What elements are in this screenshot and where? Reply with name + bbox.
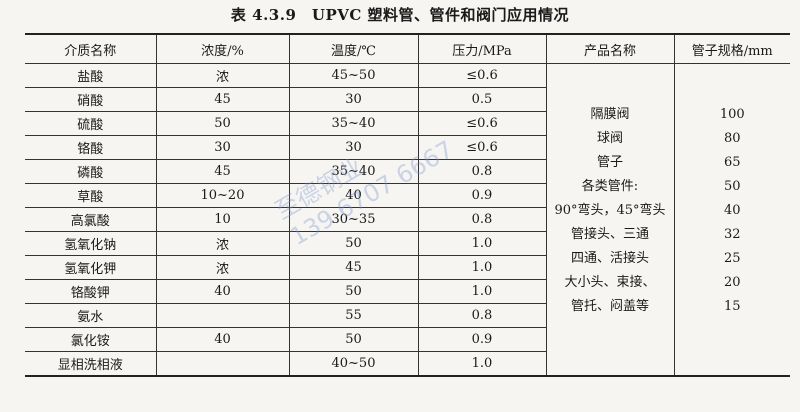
header-temperature: 温度/℃ — [288, 33, 419, 64]
cell-medium: 氢氧化钠 — [25, 231, 157, 256]
cell-temperature: 50 — [288, 279, 419, 304]
table-row: 盐酸浓 45~50 ≤0.6 隔膜阀 球阀 管子 各类管件: 90°弯头，45°弯头 管接头、三… — [25, 63, 790, 377]
cell-temperature: 50 — [288, 327, 419, 352]
table-row: 氢氧化钾浓 45 1.0 — [25, 255, 790, 280]
product-item: 管托、闷盖等 — [570, 299, 649, 314]
upvc-application-table: 介质名称 浓度/% 温度/℃ 压力/MPa 产品名称 管子规格/mm 盐酸浓 45… — [25, 33, 790, 377]
cell-concentration: 40 — [155, 327, 290, 352]
pipe-size-item: 100 — [719, 107, 745, 122]
table-row: 铬酸 30 30 ≤0.6 — [25, 135, 790, 160]
cell-temperature: 45 — [288, 255, 419, 280]
header-row: 介质名称 浓度/% 温度/℃ 压力/MPa 产品名称 管子规格/mm — [25, 33, 790, 64]
cell-pressure: 1.0 — [417, 351, 546, 377]
cell-temperature: 30 — [288, 135, 419, 160]
cell-concentration: 10~20 — [155, 183, 290, 208]
cell-pressure: 0.9 — [417, 327, 546, 352]
cell-temperature: 35~40 — [288, 159, 419, 184]
header-concentration: 浓度/% — [155, 33, 290, 64]
product-item: 大小头、束接、 — [564, 275, 656, 290]
product-item: 管接头、三通 — [570, 227, 649, 242]
cell-pressure: 0.9 — [417, 183, 546, 208]
cell-pressure: 0.8 — [417, 159, 546, 184]
pipe-size-item: 20 — [723, 275, 741, 290]
product-item: 各类管件: — [581, 179, 639, 194]
pipe-size-item: 25 — [723, 251, 741, 266]
cell-temperature: 30~35 — [288, 207, 419, 232]
cell-concentration: 30 — [155, 135, 290, 160]
header-pipe-size: 管子规格/mm — [673, 33, 790, 64]
cell-concentration: 浓 — [155, 63, 290, 88]
cell-pressure: 1.0 — [417, 279, 546, 304]
table-title: 表 4.3.9 UPVC 塑料管、管件和阀门应用情况 — [230, 6, 570, 24]
pipe-size-item: 32 — [723, 227, 741, 242]
table-row: 显相洗相液 40~50 1.0 — [25, 351, 790, 377]
table-row: 磷酸 45 35~40 0.8 — [25, 159, 790, 184]
cell-pressure: ≤0.6 — [417, 111, 546, 136]
product-item: 90°弯头，45°弯头 — [554, 203, 666, 218]
cell-medium: 磷酸 — [25, 159, 157, 184]
cell-temperature: 40 — [288, 183, 419, 208]
pipe-size-cell: 100 80 65 50 40 32 25 20 15 — [673, 63, 790, 377]
cell-temperature: 50 — [288, 231, 419, 256]
cell-concentration: 浓 — [155, 231, 290, 256]
cell-pressure: 0.8 — [417, 303, 546, 328]
cell-pressure: 0.5 — [417, 87, 546, 112]
cell-temperature: 30 — [288, 87, 419, 112]
table-row: 硫酸 50 35~40 ≤0.6 — [25, 111, 790, 136]
cell-pressure: 1.0 — [417, 231, 546, 256]
product-item: 隔膜阀 — [590, 107, 630, 122]
cell-medium: 高氯酸 — [25, 207, 157, 232]
header-medium: 介质名称 — [25, 33, 157, 64]
cell-medium: 氢氧化钾 — [25, 255, 157, 280]
cell-medium: 氯化铵 — [25, 327, 157, 352]
cell-concentration — [155, 303, 290, 328]
pipe-size-item: 80 — [723, 131, 741, 146]
cell-concentration: 45 — [155, 159, 290, 184]
cell-medium: 硫酸 — [25, 111, 157, 136]
cell-concentration: 浓 — [155, 255, 290, 280]
cell-medium: 氨水 — [25, 303, 157, 328]
pipe-size-item: 40 — [723, 203, 741, 218]
table-row: 氯化铵 40 50 0.9 — [25, 327, 790, 352]
cell-medium: 盐酸 — [25, 63, 157, 88]
table-row: 氨水 55 0.8 — [25, 303, 790, 328]
cell-concentration: 50 — [155, 111, 290, 136]
cell-medium: 铬酸钾 — [25, 279, 157, 304]
product-cell: 隔膜阀球阀管子各类管件: 90°弯头，45°弯头 管接头、三通 四通、活接头 大小头、束… — [545, 63, 675, 377]
pipe-size-item: 65 — [723, 155, 741, 170]
cell-pressure: ≤0.6 — [417, 63, 547, 88]
cell-concentration: 10 — [155, 207, 290, 232]
cell-medium: 显相洗相液 — [25, 351, 157, 377]
product-item: 四通、活接头 — [570, 251, 649, 266]
cell-concentration: 40 — [155, 279, 290, 304]
cell-medium: 铬酸 — [25, 135, 157, 160]
product-item: 球阀 — [596, 131, 623, 146]
header-pressure: 压力/MPa — [417, 33, 547, 64]
product-item: 管子 — [596, 155, 623, 170]
cell-pressure: ≤0.6 — [417, 135, 546, 160]
cell-temperature: 45~50 — [288, 63, 419, 88]
cell-pressure: 0.8 — [417, 207, 546, 232]
header-product: 产品名称 — [545, 33, 675, 64]
cell-medium: 硝酸 — [25, 87, 157, 112]
pipe-size-item: 15 — [723, 299, 741, 314]
table-row: 草酸 10~20 40 0.9 — [25, 183, 790, 208]
cell-concentration: 45 — [155, 87, 290, 112]
cell-medium: 草酸 — [25, 183, 157, 208]
cell-temperature: 35~40 — [288, 111, 419, 136]
cell-temperature: 55 — [288, 303, 419, 328]
pipe-size-item: 50 — [723, 179, 741, 194]
cell-temperature: 40~50 — [288, 351, 419, 377]
cell-concentration — [155, 351, 290, 377]
cell-pressure: 1.0 — [417, 255, 546, 280]
